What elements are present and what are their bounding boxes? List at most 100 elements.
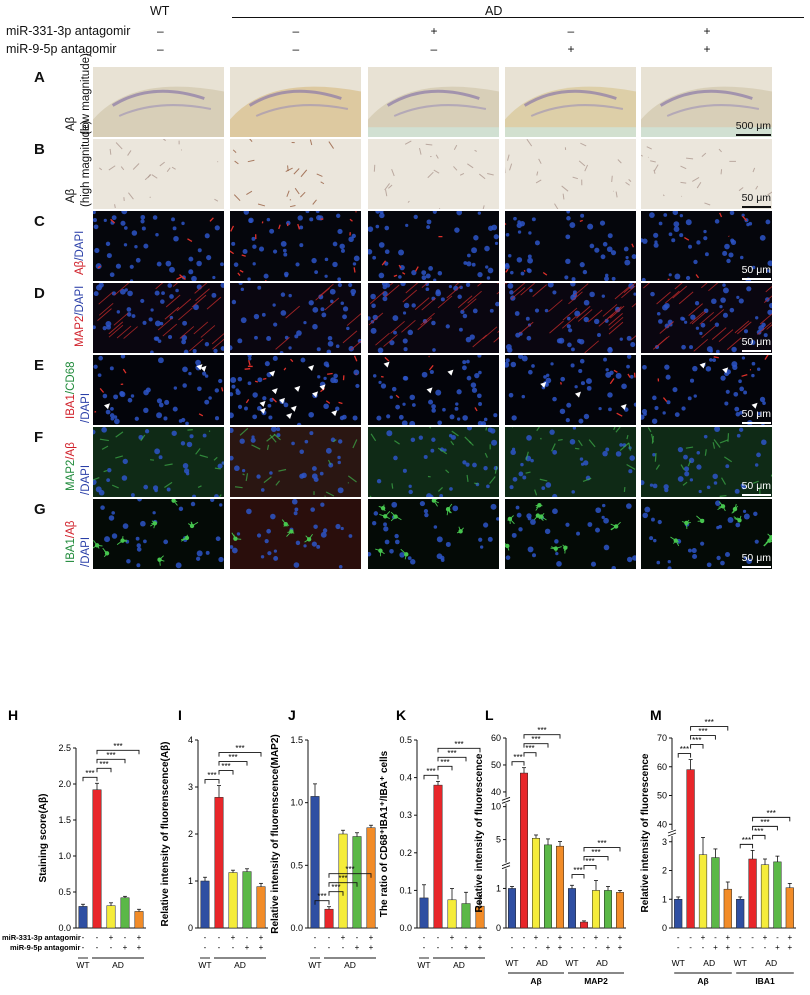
treatment-sign: - [437, 933, 440, 942]
y-tick-label: 0 [496, 923, 501, 933]
scale-bar-line [741, 422, 771, 424]
chart-panel-letter: K [396, 707, 406, 723]
y-tick-label: 0.0 [290, 923, 303, 933]
significance-label: *** [698, 727, 707, 736]
micrograph-tile [505, 211, 636, 281]
treatment-sign: - [689, 943, 692, 952]
treatment-sign: - [96, 933, 99, 942]
micrograph-tile [230, 427, 361, 497]
header-ad: AD [485, 4, 503, 18]
significance-label: *** [705, 718, 714, 727]
micrograph-tile [230, 499, 361, 569]
header-wt: WT [150, 4, 170, 18]
y-axis-label: The ratio of CD68⁺IBA1⁺/IBA⁺ cells [379, 750, 390, 917]
bar [544, 844, 552, 929]
y-tick-label: 0.2 [399, 848, 412, 858]
group-label-ad: AD [703, 958, 715, 968]
treatment-sign: + [787, 943, 792, 952]
treatment-sign: - [451, 943, 454, 952]
treatment-sign: - [82, 943, 85, 952]
micrograph-tile [368, 139, 499, 209]
treatment-sign: + [618, 943, 623, 952]
treatment-sign: - [465, 933, 468, 942]
bar [228, 872, 238, 929]
row-label-part: /CD68 [65, 361, 77, 395]
significance-bracket [314, 900, 330, 905]
significance-bracket [218, 761, 248, 766]
header-row2-label: miR-9-5p antagomir [6, 42, 117, 56]
treatment-sign: - [523, 933, 526, 942]
y-tick-label: 3 [662, 837, 667, 847]
bar [447, 899, 457, 929]
chart-panel-letter: M [650, 707, 662, 723]
y-tick-label: 40 [491, 787, 501, 797]
scale-bar-line [735, 134, 771, 136]
treatment-sign: + [558, 933, 563, 942]
y-tick-label: 0.0 [58, 923, 71, 933]
bar [604, 890, 612, 929]
group-label-wt: WT [505, 958, 518, 968]
axis-break [501, 796, 511, 804]
treatment-sign: + [775, 943, 780, 952]
group-label-ad: AD [344, 960, 356, 970]
header-sign: – [292, 24, 300, 38]
bar [785, 887, 794, 929]
micrograph-tile [505, 427, 636, 497]
bar [78, 906, 88, 929]
bar [461, 903, 471, 929]
significance-bracket [96, 767, 112, 773]
significance-bracket [752, 834, 766, 840]
header-sign: + [567, 42, 575, 56]
significance-bracket [423, 774, 439, 780]
scale-bar: 50 μm [741, 480, 771, 496]
significance-bracket [511, 761, 525, 766]
significance-bracket [328, 873, 372, 878]
y-tick-label: 0.5 [399, 735, 412, 745]
treatment-sign: - [232, 943, 235, 952]
treatment-sign: - [342, 943, 345, 952]
significance-bracket [437, 747, 481, 753]
y-tick-label: 60 [491, 733, 501, 743]
treatment-sign: - [739, 933, 742, 942]
row-label: Aβ [65, 189, 77, 203]
significance-bracket [583, 856, 609, 861]
scale-bar: 50 μm [741, 264, 771, 280]
row-label: IBA1/CD68 [65, 361, 77, 419]
significance-label: *** [573, 866, 582, 875]
significance-bracket [82, 776, 98, 782]
treatment-sign: - [714, 933, 717, 942]
treatment-sign: + [478, 933, 483, 942]
row-sublabel: /DAPI [80, 536, 92, 567]
micrograph-tile [368, 499, 499, 569]
significance-label: *** [525, 744, 534, 753]
bar [433, 784, 443, 929]
chart-panel-letter: L [485, 707, 494, 723]
micrograph-tile [505, 139, 636, 209]
row-label-part: Aβ [65, 188, 77, 203]
row-label-part: Aβ [65, 116, 77, 131]
treatment-sign: - [764, 943, 767, 952]
treatment-sign: + [558, 943, 563, 952]
treatment-sign: - [204, 943, 207, 952]
treatment-sign: + [546, 943, 551, 952]
significance-label: *** [692, 736, 701, 745]
header-sign: – [430, 42, 438, 56]
row-label-part: /Aβ [65, 520, 77, 539]
treatment-sign: + [534, 933, 539, 942]
treatment-sign: - [739, 943, 742, 952]
treatment-sign: - [583, 933, 586, 942]
significance-label: *** [99, 760, 108, 769]
y-tick-label: 2 [662, 866, 667, 876]
significance-label: *** [447, 749, 456, 758]
y-tick-label: 0.1 [399, 885, 412, 895]
panel-letter: B [34, 141, 45, 158]
significance-bracket [437, 756, 467, 762]
y-tick-label: 0.5 [290, 860, 303, 870]
significance-label: *** [742, 836, 751, 845]
significance-label: *** [680, 745, 689, 754]
micrograph-tile [505, 283, 636, 353]
row-label: MAP2/Aβ [65, 442, 77, 491]
treatment-sign: - [437, 943, 440, 952]
significance-bracket [523, 734, 561, 739]
panel-letter: F [34, 429, 44, 446]
